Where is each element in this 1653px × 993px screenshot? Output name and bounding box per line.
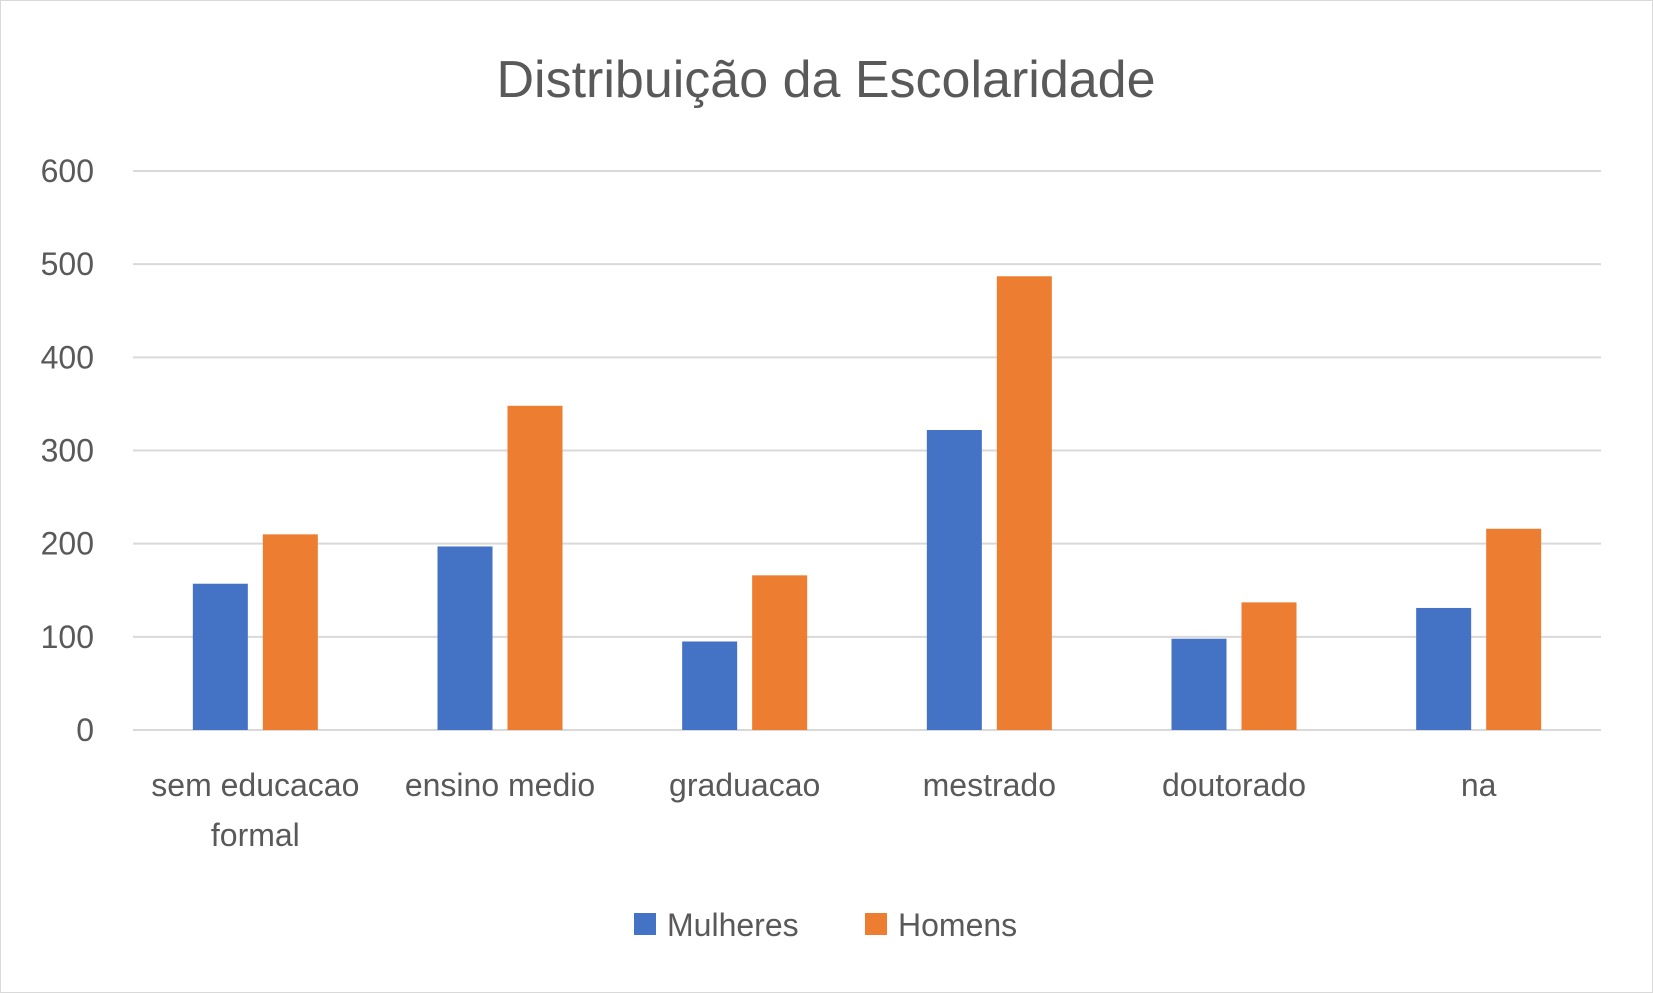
legend-label-mulheres: Mulheres xyxy=(667,907,799,943)
y-tick-label: 0 xyxy=(76,712,94,748)
x-category-label: na xyxy=(1461,767,1497,803)
bar-mulheres-1 xyxy=(437,546,493,730)
y-tick-label: 600 xyxy=(41,153,94,189)
bar-homens-5 xyxy=(1486,528,1542,730)
y-axis-ticks: 0 100 200 300 400 500 600 xyxy=(41,153,94,748)
bar-mulheres-0 xyxy=(192,583,248,730)
gridlines xyxy=(133,170,1601,731)
y-tick-label: 400 xyxy=(41,339,94,375)
bar-homens-3 xyxy=(996,276,1052,730)
x-category-label: mestrado xyxy=(923,767,1056,803)
bar-homens-1 xyxy=(507,405,563,730)
bar-mulheres-5 xyxy=(1416,607,1472,730)
x-category-label: sem educacao xyxy=(151,767,359,803)
legend-swatch-mulheres xyxy=(634,913,656,935)
bar-homens-4 xyxy=(1241,602,1297,730)
y-tick-label: 300 xyxy=(41,433,94,469)
legend-swatch-homens xyxy=(865,913,887,935)
bar-mulheres-2 xyxy=(682,641,738,730)
y-tick-label: 500 xyxy=(41,246,94,282)
y-tick-label: 100 xyxy=(41,619,94,655)
bar-homens-2 xyxy=(752,575,808,730)
legend-label-homens: Homens xyxy=(898,907,1017,943)
x-category-label: ensino medio xyxy=(405,767,595,803)
bar-mulheres-4 xyxy=(1171,638,1227,730)
bar-homens-0 xyxy=(262,534,318,730)
x-category-label: graduacao xyxy=(669,767,820,803)
chart-title: Distribuição da Escolaridade xyxy=(496,51,1155,109)
bar-mulheres-3 xyxy=(926,430,982,730)
x-axis-categories: sem educacao formal ensino medio graduacao m… xyxy=(151,767,1496,853)
bars xyxy=(192,276,1542,730)
y-tick-label: 200 xyxy=(41,526,94,562)
legend: Mulheres Homens xyxy=(634,907,1017,943)
x-category-label: doutorado xyxy=(1162,767,1306,803)
x-category-label: formal xyxy=(211,817,300,853)
